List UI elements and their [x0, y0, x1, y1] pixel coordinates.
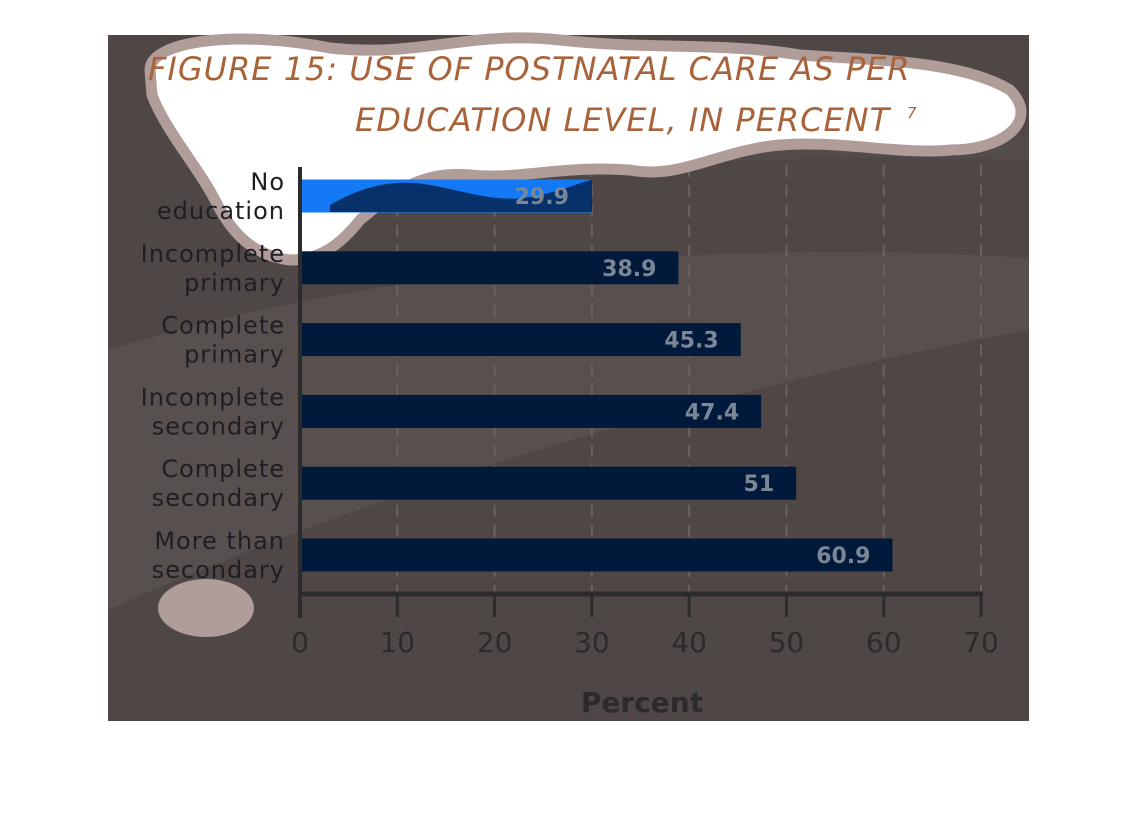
category-label-complete-primary-line1: Complete	[161, 312, 285, 340]
category-label-complete-primary-line2: primary	[184, 341, 285, 369]
gridlines	[396, 165, 982, 594]
x-tick-label-40: 40	[671, 626, 707, 659]
category-label-complete-secondary-line1: Complete	[161, 455, 285, 483]
x-tick-label-70: 70	[963, 626, 999, 659]
data-label-no-education: 29.9	[515, 185, 569, 210]
category-label-more-than-secondary-line1: More than	[154, 527, 285, 555]
x-axis-title: Percent	[581, 686, 703, 719]
x-tick-label-20: 20	[477, 626, 513, 659]
cloud-wave-overlay	[330, 180, 592, 212]
title-footnote-marker: 7	[907, 104, 917, 122]
bar-incomplete-secondary	[302, 394, 762, 428]
category-label-incomplete-secondary-line2: secondary	[152, 412, 285, 440]
bar-more-than-secondary	[302, 538, 893, 572]
data-label-complete-secondary: 51	[744, 472, 775, 497]
category-label-no-education-line1: No	[250, 168, 285, 196]
data-label-complete-primary: 45.3	[664, 329, 718, 354]
bar-complete-secondary	[302, 466, 797, 500]
chart-title-line2: EDUCATION LEVEL, IN PERCENT	[355, 101, 892, 139]
bar-incomplete-primary	[302, 251, 679, 285]
data-label-incomplete-primary: 38.9	[602, 257, 656, 282]
x-tick-label-50: 50	[769, 626, 805, 659]
x-tick-label-30: 30	[574, 626, 610, 659]
category-label-no-education-line2: education	[157, 197, 285, 225]
bar-complete-primary	[302, 323, 741, 357]
x-axis-ticks: 0 10 20 30 40 50 60 70	[291, 594, 999, 659]
x-tick-label-0: 0	[291, 626, 309, 659]
data-label-incomplete-secondary: 47.4	[685, 400, 739, 425]
category-label-incomplete-primary-line2: primary	[184, 269, 285, 297]
category-label-incomplete-secondary-line1: Incomplete	[141, 383, 285, 411]
category-label-incomplete-primary-line1: Incomplete	[141, 240, 285, 268]
category-label-complete-secondary-line2: secondary	[152, 484, 285, 512]
category-label-more-than-secondary-line2: secondary	[152, 556, 285, 584]
x-tick-label-10: 10	[379, 626, 415, 659]
chart-title-line1: FIGURE 15: USE OF POSTNATAL CARE AS PER	[148, 50, 911, 88]
data-labels: 29.9 38.9 45.3 47.4 51 60.9	[515, 185, 871, 569]
decorative-blob	[158, 579, 254, 637]
x-tick-label-60: 60	[866, 626, 902, 659]
data-label-more-than-secondary: 60.9	[816, 544, 870, 569]
category-labels: NoeducationIncompleteprimaryCompleteprim…	[141, 168, 285, 584]
